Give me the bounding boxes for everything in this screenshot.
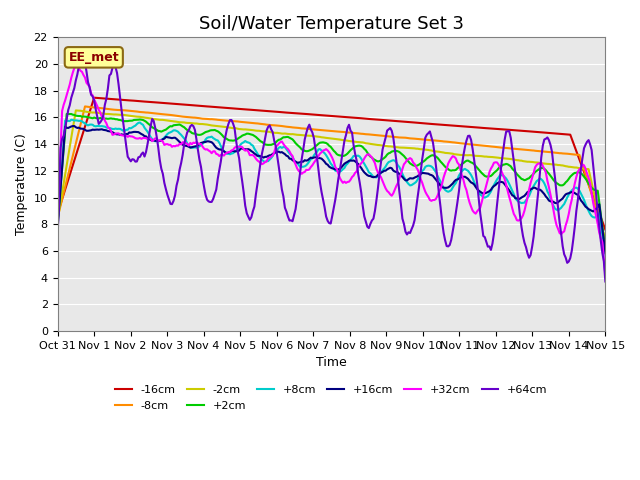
Line: +32cm: +32cm — [58, 65, 605, 275]
+2cm — [237, 134, 244, 140]
Line: -16cm: -16cm — [58, 98, 605, 229]
+64cm — [295, 181, 303, 187]
+2cm — [218, 132, 226, 138]
+8cm — [122, 127, 130, 132]
-8cm — [54, 215, 61, 221]
-8cm — [122, 108, 130, 113]
-2cm — [295, 132, 303, 138]
-2cm — [72, 108, 80, 113]
Y-axis label: Temperature (C): Temperature (C) — [15, 133, 28, 235]
-2cm — [237, 126, 244, 132]
+32cm — [573, 174, 580, 180]
-16cm — [602, 227, 609, 232]
+8cm — [67, 117, 75, 122]
Legend: -16cm, -8cm, -2cm, +2cm, +8cm, +16cm, +32cm, +64cm: -16cm, -8cm, -2cm, +2cm, +8cm, +16cm, +3… — [111, 381, 552, 415]
+32cm — [237, 144, 244, 149]
+32cm — [54, 224, 61, 229]
+2cm — [602, 247, 609, 252]
+2cm — [65, 111, 72, 117]
Line: +2cm: +2cm — [58, 114, 605, 250]
+16cm — [70, 123, 78, 129]
-16cm — [295, 110, 303, 116]
-16cm — [90, 95, 98, 101]
+32cm — [74, 62, 81, 68]
+16cm — [237, 146, 244, 152]
Title: Soil/Water Temperature Set 3: Soil/Water Temperature Set 3 — [199, 15, 464, 33]
-2cm — [573, 165, 580, 170]
-16cm — [237, 106, 244, 112]
+2cm — [573, 170, 580, 176]
+64cm — [602, 278, 609, 284]
+32cm — [122, 133, 130, 139]
+16cm — [246, 147, 253, 153]
-8cm — [81, 104, 89, 109]
+8cm — [237, 142, 244, 147]
+16cm — [218, 148, 226, 154]
+16cm — [602, 250, 609, 256]
+32cm — [246, 152, 253, 158]
-2cm — [246, 127, 253, 132]
Line: -2cm: -2cm — [58, 110, 605, 244]
-16cm — [218, 105, 226, 110]
Line: +64cm: +64cm — [58, 55, 605, 281]
Line: +8cm: +8cm — [58, 120, 605, 257]
+16cm — [573, 192, 580, 197]
-8cm — [295, 125, 303, 131]
+8cm — [573, 185, 580, 191]
+64cm — [246, 217, 253, 223]
-2cm — [218, 124, 226, 130]
+64cm — [54, 238, 61, 243]
+64cm — [218, 148, 226, 154]
+2cm — [54, 219, 61, 225]
+8cm — [54, 223, 61, 228]
+64cm — [573, 208, 580, 214]
Text: EE_met: EE_met — [68, 51, 119, 64]
+8cm — [246, 140, 253, 146]
-2cm — [54, 217, 61, 223]
-8cm — [573, 152, 580, 157]
-16cm — [246, 107, 253, 113]
+8cm — [218, 146, 226, 152]
+64cm — [237, 168, 244, 174]
-16cm — [54, 211, 61, 216]
-2cm — [122, 112, 130, 118]
+32cm — [218, 152, 226, 158]
-16cm — [573, 148, 580, 154]
+8cm — [602, 254, 609, 260]
Line: +16cm: +16cm — [58, 126, 605, 253]
X-axis label: Time: Time — [316, 357, 347, 370]
+16cm — [122, 131, 130, 137]
Line: -8cm: -8cm — [58, 107, 605, 239]
-8cm — [218, 117, 226, 123]
+2cm — [246, 131, 253, 137]
-8cm — [237, 119, 244, 125]
+16cm — [54, 226, 61, 232]
-8cm — [602, 236, 609, 242]
-8cm — [246, 120, 253, 126]
+2cm — [122, 118, 130, 124]
+32cm — [602, 272, 609, 278]
+16cm — [295, 160, 303, 166]
-16cm — [122, 97, 130, 103]
+64cm — [78, 52, 86, 58]
+32cm — [295, 168, 303, 174]
-2cm — [602, 241, 609, 247]
+2cm — [295, 143, 303, 149]
+8cm — [295, 162, 303, 168]
+64cm — [122, 143, 130, 149]
